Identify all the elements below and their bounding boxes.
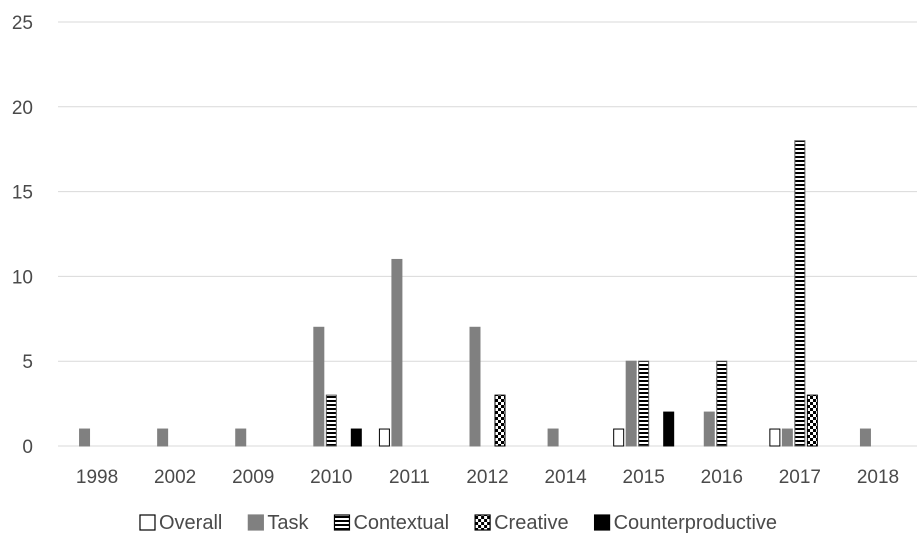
bar-overall-2017 (769, 428, 781, 447)
y-tick-label: 10 (12, 267, 33, 288)
bar-task-1998 (79, 428, 91, 447)
x-tick-label: 2009 (232, 467, 274, 488)
x-tick-label: 2018 (857, 467, 899, 488)
y-tick-label: 20 (12, 98, 33, 119)
x-tick-label: 2017 (779, 467, 821, 488)
bar-task-2002 (157, 428, 169, 447)
y-tick-label: 0 (22, 437, 33, 458)
x-tick-label: 2015 (623, 467, 665, 488)
bar-task-2010 (313, 326, 325, 447)
x-tick-label: 2010 (310, 467, 352, 488)
bar-task-2012 (469, 326, 481, 447)
y-tick-label: 15 (12, 183, 33, 204)
bar-contextual-2015 (638, 360, 650, 447)
bar-creative-2017 (806, 394, 818, 447)
bar-contextual-2010 (325, 394, 337, 447)
legend-swatch (139, 514, 156, 531)
x-tick-label: 2012 (466, 467, 508, 488)
bars (79, 140, 871, 447)
bar-overall-2011 (378, 428, 390, 447)
y-tick-label: 25 (12, 13, 33, 34)
legend-swatch (333, 514, 351, 531)
legend-swatch (474, 514, 491, 531)
legend-item-task: Task (247, 512, 309, 534)
x-tick-label: 2016 (701, 467, 743, 488)
bar-task-2017 (781, 428, 793, 447)
legend-item-creative: Creative (474, 512, 569, 534)
legend-item-contextual: Contextual (333, 512, 449, 534)
legend-swatch (247, 514, 264, 531)
legend-swatch (593, 514, 611, 531)
bar-task-2014 (547, 428, 559, 447)
bar-creative-2012 (494, 394, 506, 447)
legend-label: Contextual (353, 512, 449, 534)
x-tick-label: 2014 (544, 467, 587, 488)
bar-counterproductive-2010 (350, 428, 362, 447)
legend-item-overall: Overall (139, 512, 222, 534)
bar-task-2016 (703, 411, 715, 447)
y-axis-tick-labels: 0 5 10 15 20 25 (12, 13, 33, 458)
legend-label: Overall (159, 512, 222, 534)
legend-label: Task (267, 512, 309, 534)
bar-counterproductive-2015 (663, 411, 675, 447)
x-axis-tick-labels: 1998 2002 2009 2010 2011 2012 2014 2015 2016 2017… (76, 467, 899, 488)
legend-item-counterproductive: Counterproductive (593, 512, 777, 534)
bar-task-2009 (235, 428, 247, 447)
gridlines (58, 21, 917, 447)
x-tick-label: 1998 (76, 467, 118, 488)
legend-label: Counterproductive (614, 512, 777, 534)
legend: Overall Task Contextual Creative Counterprod… (139, 512, 777, 534)
legend-label: Creative (494, 512, 568, 534)
bar-task-2011 (391, 258, 403, 447)
bar-contextual-2016 (716, 360, 728, 447)
x-tick-label: 2011 (389, 467, 430, 488)
x-tick-label: 2002 (154, 467, 196, 488)
bar-task-2015 (625, 360, 637, 447)
bar-contextual-2017 (794, 140, 806, 447)
bar-task-2018 (859, 428, 871, 447)
y-tick-label: 5 (22, 352, 33, 373)
bar-overall-2015 (613, 428, 625, 447)
